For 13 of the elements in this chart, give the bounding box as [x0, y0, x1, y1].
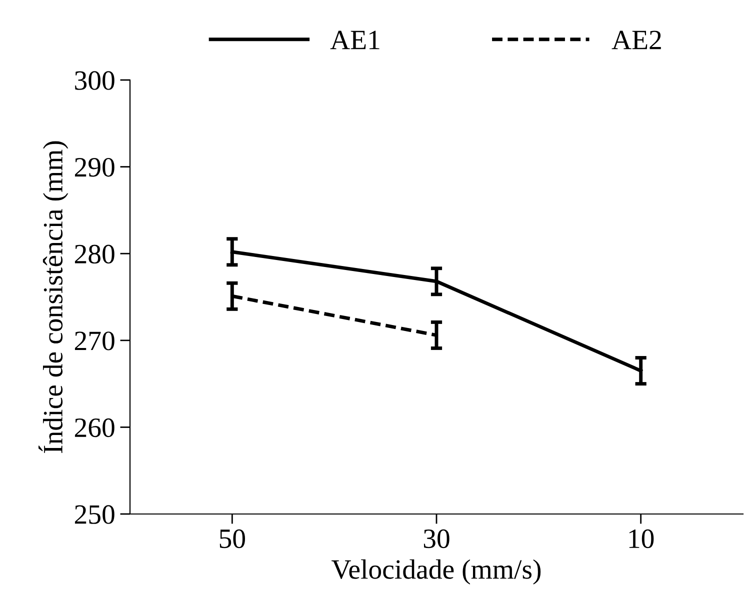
y-tick-label: 300: [75, 71, 114, 90]
y-tick-label: 290: [74, 158, 114, 177]
y-tick-label: 250: [74, 505, 114, 524]
legend-label: AE2: [612, 30, 661, 50]
x-tick-label: 30: [424, 529, 450, 548]
x-tick-label: 10: [629, 529, 654, 548]
y-tick-label: 270: [74, 332, 114, 350]
legend-label: AE1: [330, 30, 380, 50]
y-axis-title: Índice de consistência (mm): [38, 141, 68, 453]
y-tick-label: 280: [74, 244, 114, 264]
x-axis-title: Velocidade (mm/s): [332, 559, 541, 585]
x-tick-label: 50: [220, 529, 245, 548]
y-tick-label: 260: [74, 418, 114, 438]
